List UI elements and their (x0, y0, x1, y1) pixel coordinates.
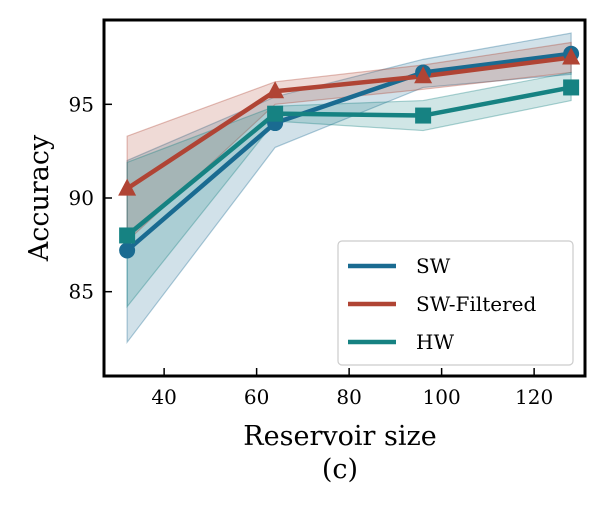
data-point-sw-filtered (266, 81, 285, 99)
data-point-sw-filtered (118, 178, 137, 196)
y-tick-label: 95 (69, 92, 94, 116)
x-tick-label: 60 (244, 385, 269, 409)
data-point-hw (267, 105, 284, 122)
markers-layer (118, 45, 581, 259)
data-point-hw (119, 227, 136, 244)
x-tick-label: 100 (423, 385, 461, 409)
x-tick-label: 80 (336, 385, 361, 409)
legend-label-sw: SW (416, 254, 451, 278)
series-line-sw-filtered (125, 55, 572, 191)
x-tick-label: 120 (515, 385, 553, 409)
series-line-sw (125, 51, 572, 253)
y-tick-label: 85 (69, 280, 94, 304)
y-tick-label: 90 (69, 186, 94, 210)
data-point-sw (119, 242, 136, 259)
x-ticks: 40 60 80 100 120 (151, 368, 553, 409)
legend-label-sw-filtered: SW-Filtered (416, 292, 537, 316)
x-tick-label: 40 (151, 385, 176, 409)
data-point-hw (563, 79, 580, 96)
lines-layer (125, 51, 572, 253)
data-point-sw-filtered (414, 66, 433, 84)
y-ticks: 85 90 95 (69, 92, 112, 304)
y-axis-title: Accuracy (24, 134, 55, 262)
data-point-sw-filtered (562, 47, 581, 65)
x-axis-title: Reservoir size (243, 421, 436, 452)
legend-label-hw: HW (416, 330, 454, 354)
data-point-hw (415, 107, 432, 124)
legend-box (337, 240, 574, 366)
figure-caption: (c) (322, 454, 358, 485)
series-line-hw (125, 85, 572, 238)
legend: SW SW-Filtered HW (337, 240, 574, 366)
